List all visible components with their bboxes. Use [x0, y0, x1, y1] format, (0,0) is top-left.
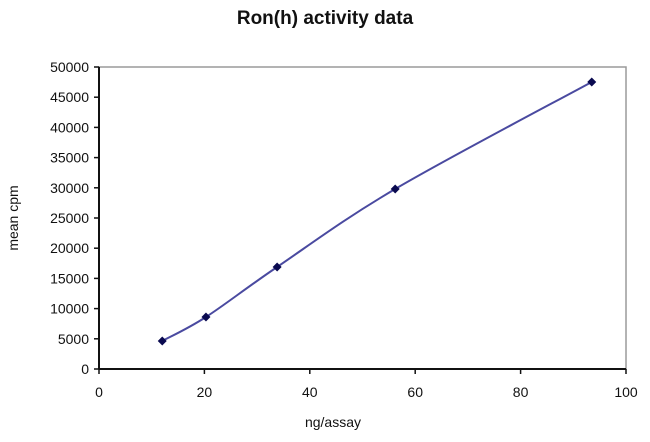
y-tick-label: 30000 [50, 180, 89, 196]
y-tick-label: 40000 [50, 119, 89, 135]
series-line [161, 81, 593, 342]
y-tick-label: 15000 [50, 270, 89, 286]
y-tick-label: 45000 [50, 89, 89, 105]
y-tick-label: 25000 [50, 210, 89, 226]
x-axis: 0 20 40 60 80 100 [95, 369, 638, 400]
y-tick-label: 5000 [58, 331, 89, 347]
data-point-diamond-icon [157, 336, 167, 346]
x-tick-label: 80 [513, 384, 529, 400]
data-point-diamond-icon [201, 312, 211, 322]
chart-title: Ron(h) activity data [236, 8, 414, 29]
data-point-diamond-icon [587, 77, 597, 87]
y-tick-label: 10000 [50, 301, 89, 317]
x-tick-label: 0 [95, 384, 103, 400]
data-point-diamond-icon [272, 262, 282, 272]
y-tick-label: 35000 [50, 150, 89, 166]
y-tick-label: 50000 [50, 59, 89, 75]
x-tick-label: 40 [302, 384, 318, 400]
y-axis: 0 5000 10000 15000 20000 25000 30000 35000 40000… [50, 59, 99, 377]
data-series [157, 77, 597, 346]
x-axis-label: ng/assay [305, 414, 361, 430]
x-tick-label: 100 [614, 384, 638, 400]
y-axis-label: mean cpm [5, 185, 21, 250]
x-tick-label: 20 [197, 384, 213, 400]
x-tick-label: 60 [407, 384, 423, 400]
data-point-diamond-icon [390, 184, 400, 194]
y-tick-label: 20000 [50, 240, 89, 256]
y-tick-label: 0 [81, 361, 89, 377]
plot-area [98, 66, 627, 370]
